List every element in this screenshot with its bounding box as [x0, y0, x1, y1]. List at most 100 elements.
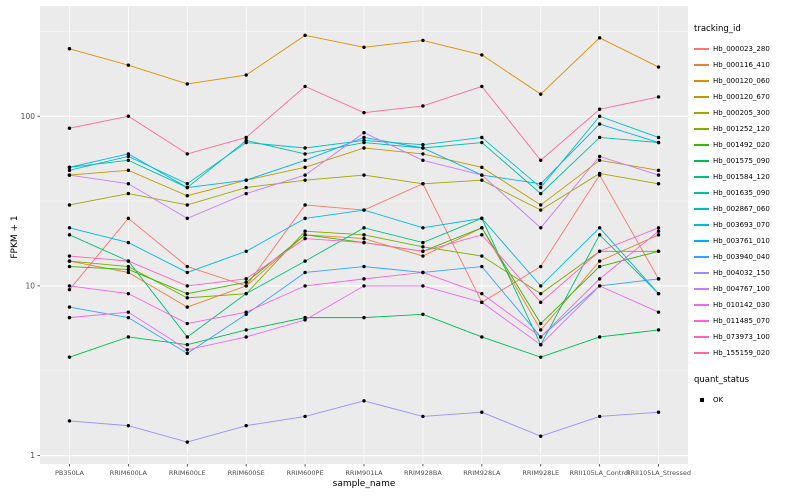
data-point — [656, 277, 661, 281]
data-point — [480, 264, 484, 269]
data-point — [539, 185, 543, 190]
data-point — [185, 185, 189, 190]
data-point — [185, 296, 189, 300]
legend-item: Hb_073973_100 — [694, 329, 798, 345]
data-point — [126, 182, 131, 186]
data-point — [362, 315, 366, 320]
data-point — [362, 135, 366, 140]
data-point — [244, 135, 248, 140]
legend-key-line-icon — [694, 171, 709, 183]
data-point — [244, 280, 248, 284]
legend-title-quant-status: quant_status — [694, 375, 750, 385]
data-point — [126, 216, 131, 221]
data-point — [185, 182, 189, 186]
data-point — [539, 158, 543, 163]
data-point — [597, 122, 602, 126]
data-point — [480, 216, 484, 221]
data-point — [67, 419, 72, 423]
y-tick-label: 10 — [25, 281, 35, 290]
data-point — [244, 249, 248, 253]
data-point — [656, 291, 661, 296]
data-point — [480, 84, 484, 89]
data-point — [597, 114, 602, 118]
data-point — [539, 92, 543, 96]
data-point — [126, 259, 131, 263]
x-tick-label: RRIM928LA — [463, 469, 501, 477]
data-point — [597, 107, 602, 111]
data-point — [303, 33, 307, 38]
legend-item-label: Hb_000120_060 — [713, 77, 770, 85]
data-point — [597, 259, 602, 263]
data-point — [539, 208, 543, 212]
data-point — [480, 165, 484, 170]
data-point — [480, 173, 484, 177]
legend-key-line-icon — [694, 155, 709, 167]
data-point — [185, 343, 189, 347]
data-point — [244, 291, 248, 296]
data-point — [421, 270, 425, 275]
legend-item: Hb_004767_100 — [694, 281, 798, 297]
data-point — [303, 414, 307, 419]
data-point — [303, 203, 307, 207]
legend-key-line-icon — [694, 283, 709, 295]
data-point — [303, 216, 307, 221]
legend: tracking_id Hb_000023_280 Hb_000116_410 Hb… — [694, 24, 798, 408]
data-point — [597, 277, 602, 281]
legend-key-line-icon — [694, 235, 709, 247]
data-point — [362, 130, 366, 135]
data-point — [303, 318, 307, 322]
legend-key-line-icon — [694, 123, 709, 135]
data-point — [185, 291, 189, 296]
legend-item-label: Hb_073973_100 — [713, 333, 770, 341]
data-point — [185, 440, 189, 444]
data-point — [244, 191, 248, 196]
legend-items-tracking-id: Hb_000023_280 Hb_000116_410 Hb_000120_060 H… — [694, 41, 798, 361]
data-point — [539, 355, 543, 359]
data-point — [362, 264, 366, 269]
legend-item: Hb_001492_020 — [694, 137, 798, 153]
data-point — [656, 233, 661, 237]
data-point — [126, 423, 131, 428]
data-point — [656, 310, 661, 314]
data-point — [67, 284, 72, 288]
legend-key-line-icon — [694, 43, 709, 55]
data-point — [67, 226, 72, 230]
data-point — [421, 284, 425, 288]
data-point — [185, 194, 189, 198]
legend-item: Hb_001584_120 — [694, 169, 798, 185]
data-point — [480, 140, 484, 145]
data-point — [656, 229, 661, 233]
data-point — [126, 240, 131, 245]
legend-key-line-icon — [694, 91, 709, 103]
data-point — [421, 158, 425, 163]
legend-key-line-icon — [694, 299, 709, 311]
data-point — [597, 36, 602, 40]
legend-item: Hb_155159_020 — [694, 345, 798, 361]
data-point — [126, 63, 131, 67]
legend-item-label: Hb_003761_010 — [713, 237, 770, 245]
data-point — [185, 348, 189, 352]
data-point — [303, 158, 307, 163]
data-point — [185, 305, 189, 309]
x-tick-label: RRIM600SE — [228, 469, 265, 477]
data-point — [185, 264, 189, 269]
data-point — [539, 328, 543, 332]
data-point — [67, 287, 72, 292]
data-point — [303, 152, 307, 156]
legend-item: Hb_004032_150 — [694, 265, 798, 281]
legend-item: Hb_002867_060 — [694, 201, 798, 217]
data-point — [539, 226, 543, 230]
legend-item: Hb_000116_410 — [694, 57, 798, 73]
data-point — [421, 182, 425, 186]
data-point — [185, 351, 189, 356]
data-point — [421, 240, 425, 245]
data-point — [539, 335, 543, 339]
legend-item: Hb_000023_280 — [694, 41, 798, 57]
legend-item-label: Hb_000116_410 — [713, 61, 770, 69]
data-point — [244, 140, 248, 145]
legend-item: Hb_000120_060 — [694, 73, 798, 89]
data-point — [126, 154, 131, 159]
legend-item: Hb_003693_070 — [694, 217, 798, 233]
x-tick-label: RRII105LA_Stressed — [626, 469, 691, 477]
data-point — [421, 254, 425, 258]
